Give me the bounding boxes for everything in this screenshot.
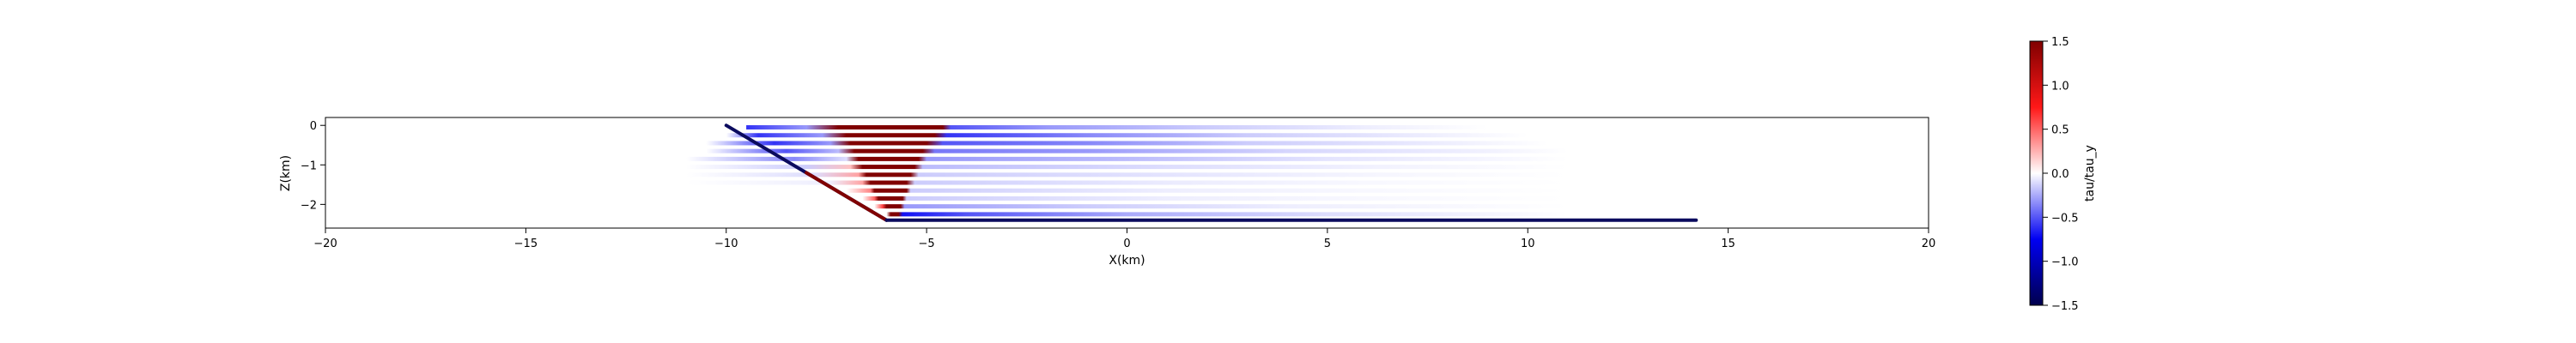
- stress-row: [686, 172, 1568, 178]
- stress-row: [706, 148, 1568, 153]
- x-tick-label: 20: [1922, 238, 1936, 250]
- stress-row: [686, 180, 1568, 185]
- x-tick-label: −5: [919, 238, 935, 250]
- fault-geometry: [724, 123, 1698, 222]
- x-tick-label: 10: [1521, 238, 1535, 250]
- x-tick-label: −10: [714, 238, 738, 250]
- stress-row: [726, 133, 1528, 138]
- x-tick-label: −15: [514, 238, 538, 250]
- y-axis-label: Z(km): [279, 155, 293, 191]
- stress-row: [746, 125, 1488, 130]
- x-axis: −20 −15 −10 −5 0 5 10 15 20: [313, 228, 1935, 250]
- colorbar-tick-label: 0.0: [2051, 168, 2069, 181]
- colorbar-tick-label: −1.5: [2051, 300, 2079, 313]
- stress-field: [686, 125, 1568, 217]
- x-tick-label: 0: [1123, 238, 1130, 250]
- colorbar-tick-label: −0.5: [2051, 212, 2079, 225]
- fault-ramp-slip: [805, 171, 889, 222]
- stress-row: [686, 165, 1568, 170]
- y-axis: 0 −1 −2: [301, 120, 325, 212]
- stress-row: [686, 188, 1568, 193]
- colorbar: 1.5 1.0 0.5 0.0 −0.5 −1.0 −1.5 tau/tau_y: [2029, 36, 2097, 313]
- x-axis-label: X(km): [1109, 254, 1145, 268]
- x-tick-label: 15: [1721, 238, 1735, 250]
- y-tick-label: −1: [301, 159, 317, 172]
- y-tick-label: 0: [310, 120, 317, 133]
- colorbar-tick-label: −1.0: [2051, 256, 2079, 269]
- stress-row: [686, 196, 1568, 201]
- x-tick-label: −20: [313, 238, 337, 250]
- plot-area: [325, 117, 1929, 229]
- stress-row: [686, 212, 1568, 217]
- x-tick-label: 5: [1324, 238, 1331, 250]
- stress-row: [686, 204, 1568, 209]
- y-tick-label: −2: [301, 199, 317, 212]
- colorbar-ticks: 1.5 1.0 0.5 0.0 −0.5 −1.0 −1.5: [2043, 36, 2079, 313]
- colorbar-label: tau/tau_y: [2083, 145, 2097, 202]
- stress-row: [706, 141, 1548, 146]
- colorbar-tick-label: 1.5: [2051, 36, 2069, 49]
- colorbar-tick-label: 1.0: [2051, 80, 2069, 93]
- stress-row: [686, 156, 1568, 161]
- colorbar-gradient: [2029, 40, 2044, 306]
- colorbar-tick-label: 0.5: [2051, 124, 2069, 137]
